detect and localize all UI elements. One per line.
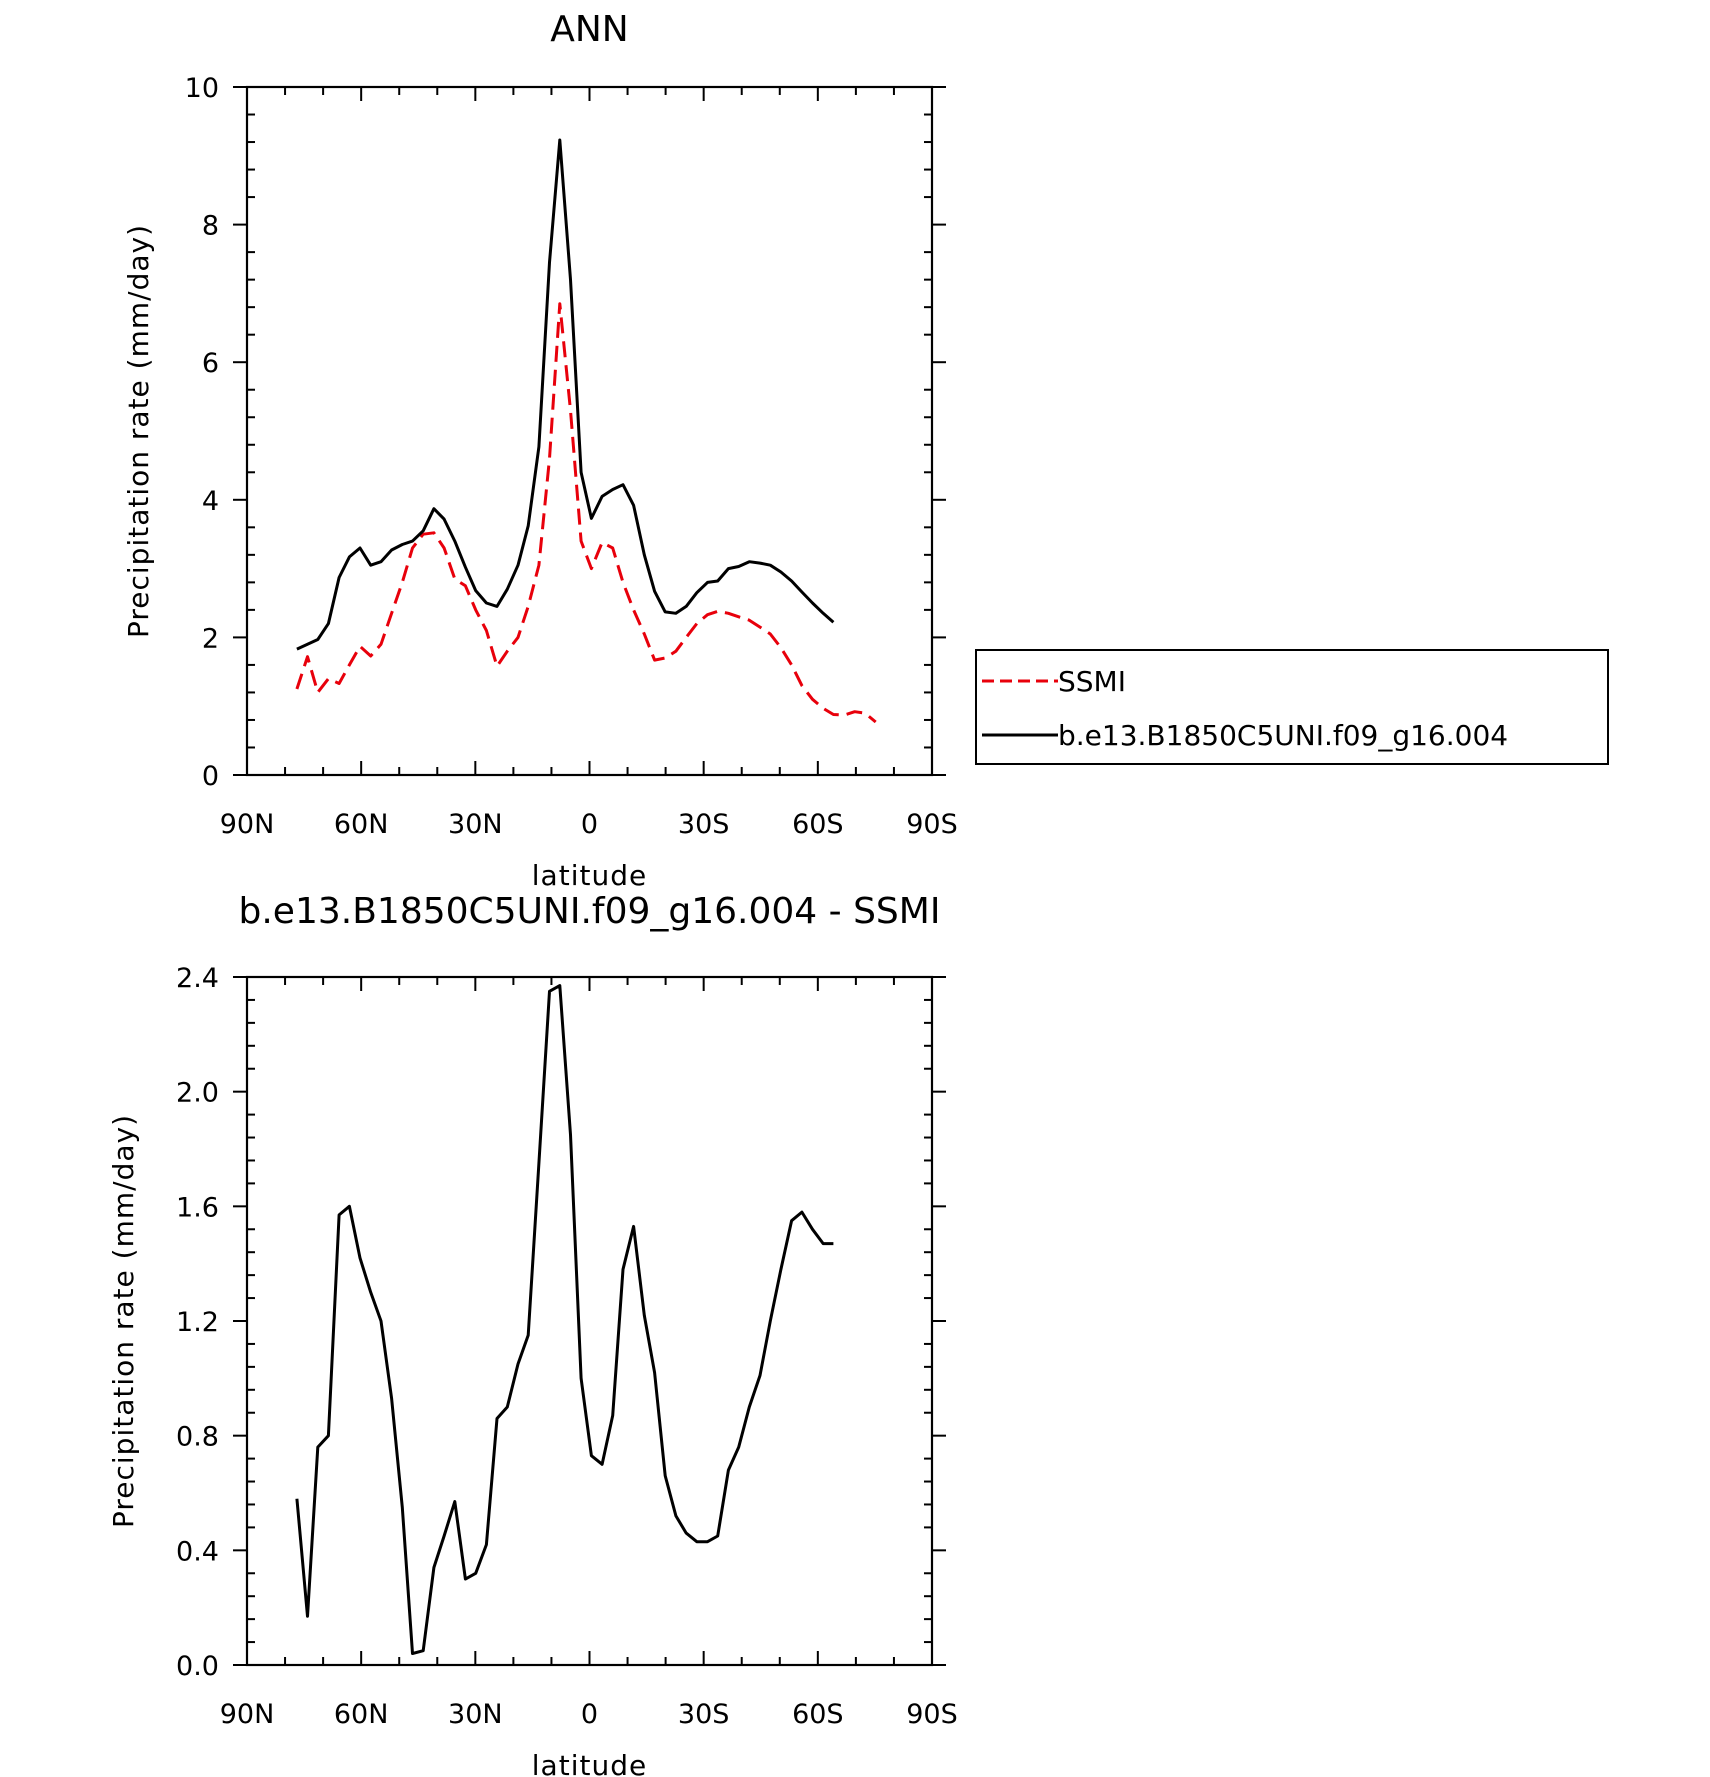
y-tick-label: 4 [202,486,219,517]
x-tick-label: 90S [906,1699,958,1730]
bottom-panel: b.e13.B1850C5UNI.f09_g16.004 - SSMI 90N 60… [107,891,958,1777]
y-tick-label: 6 [202,348,219,379]
x-tick-label: 30N [448,1699,503,1730]
legend: SSMI b.e13.B1850C5UNI.f09_g16.004 [975,649,1609,765]
x-tick-label: 90N [220,1699,275,1730]
x-tick-label: 0 [581,1699,598,1730]
y-tick-label: 0.0 [176,1651,219,1682]
y-tick-label: 2.0 [176,1078,219,1109]
y-tick-label: 0.4 [176,1536,219,1567]
chart-title: ANN [550,9,629,50]
x-tick-label: 60N [334,1699,389,1730]
y-axis-label: Precipitation rate (mm/day) [107,1114,140,1528]
series-line-1 [296,138,835,651]
y-tick-label: 1.2 [176,1307,219,1338]
x-axis-label: latitude [532,859,647,892]
x-tick-label: 30S [678,1699,730,1730]
x-tick-label: 90N [220,809,275,840]
legend-entry: b.e13.B1850C5UNI.f09_g16.004 [1058,719,1508,752]
x-axis-label: latitude [532,1749,647,1777]
y-tick-label: 1.6 [176,1192,219,1223]
x-tick-label: 0 [581,809,598,840]
x-tick-label: 60S [792,809,844,840]
y-axis-label: Precipitation rate (mm/day) [122,224,155,638]
legend-entry: SSMI [1058,665,1126,698]
y-tick-label: 0.8 [176,1422,219,1453]
x-tick-label: 60N [334,809,389,840]
series-line-0 [295,984,834,1655]
x-tick-label: 60S [792,1699,844,1730]
chart-title: b.e13.B1850C5UNI.f09_g16.004 - SSMI [239,891,941,932]
y-tick-label: 2.4 [176,963,219,994]
x-tick-label: 90S [906,809,958,840]
y-tick-label: 8 [202,211,219,242]
y-tick-label: 2 [202,623,219,654]
x-tick-label: 30S [678,809,730,840]
x-tick-label: 30N [448,809,503,840]
y-tick-label: 0 [202,761,219,792]
y-tick-label: 10 [185,73,219,104]
legend-box [975,649,1609,765]
top-panel: ANN 90N 60N 30N 0 30S 60S 90S 0 2 4 6 8 10 latitude Pre… [122,9,958,892]
